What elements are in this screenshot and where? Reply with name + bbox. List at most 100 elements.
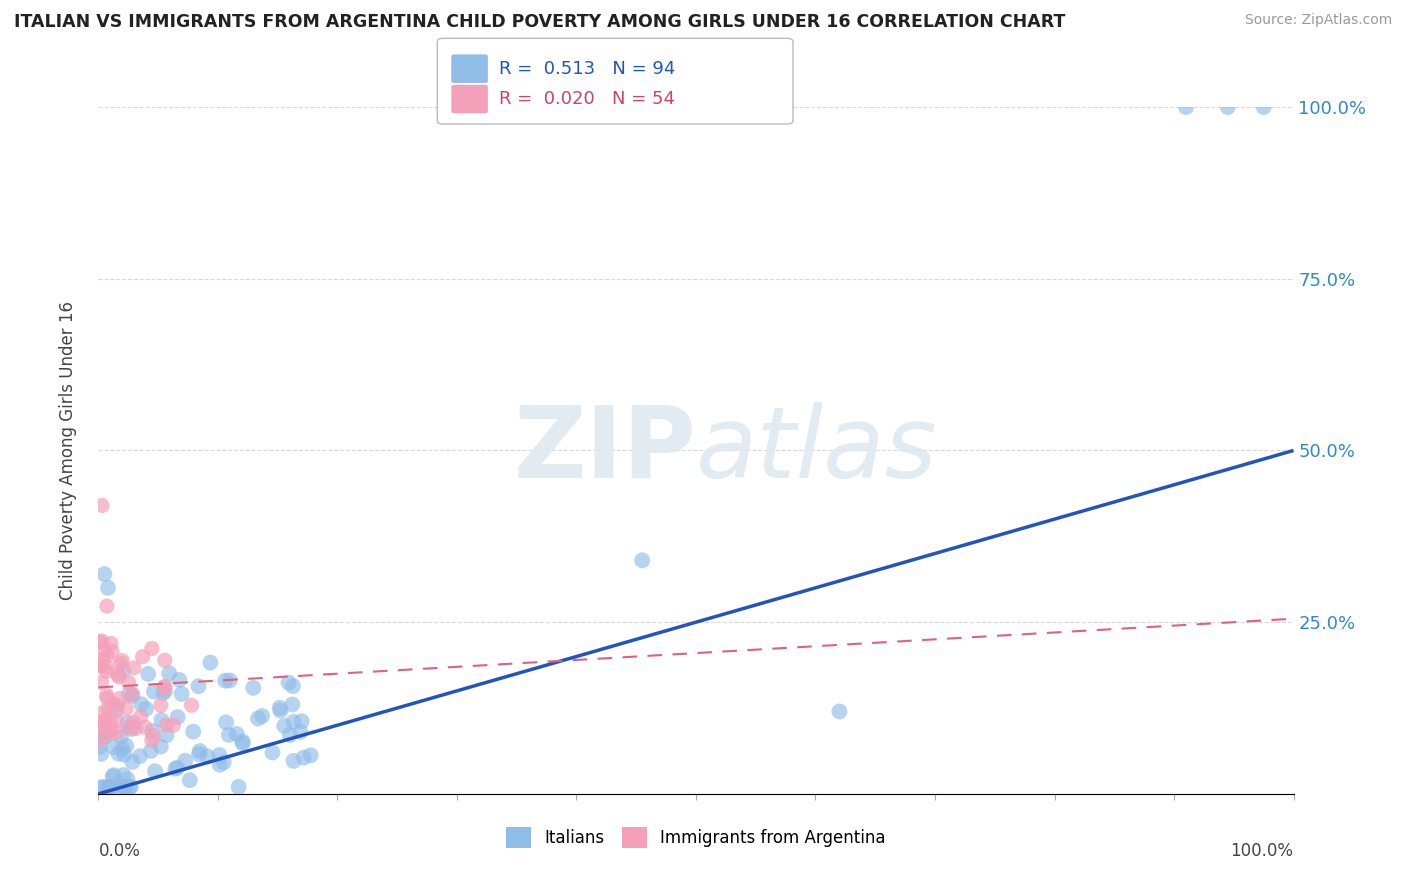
Point bbox=[247, 712, 270, 726]
Point bbox=[112, 780, 135, 794]
Point bbox=[262, 745, 284, 759]
Point bbox=[170, 687, 193, 701]
Point bbox=[153, 683, 176, 698]
Text: 0.0%: 0.0% bbox=[98, 842, 141, 860]
Point bbox=[153, 679, 176, 693]
Point bbox=[120, 722, 142, 736]
Point bbox=[281, 679, 304, 693]
Point bbox=[90, 675, 112, 690]
Point bbox=[152, 686, 174, 700]
Point bbox=[101, 697, 124, 711]
Point bbox=[153, 653, 176, 667]
Point bbox=[107, 670, 129, 684]
Point bbox=[142, 684, 165, 698]
Point bbox=[828, 705, 851, 719]
Point bbox=[90, 747, 112, 761]
Point bbox=[98, 727, 121, 741]
Point bbox=[100, 780, 122, 794]
Text: R =  0.020   N = 54: R = 0.020 N = 54 bbox=[499, 90, 675, 108]
Point bbox=[187, 679, 209, 693]
Point bbox=[228, 780, 250, 794]
Point bbox=[93, 716, 115, 731]
Point bbox=[166, 710, 188, 724]
Point bbox=[90, 780, 112, 794]
Point bbox=[110, 730, 132, 744]
Point bbox=[93, 643, 115, 657]
Point bbox=[112, 747, 135, 762]
Point bbox=[180, 698, 202, 713]
Point bbox=[96, 599, 118, 614]
Point bbox=[107, 698, 129, 713]
Point bbox=[631, 553, 654, 567]
Y-axis label: Child Poverty Among Girls Under 16: Child Poverty Among Girls Under 16 bbox=[59, 301, 77, 600]
Point bbox=[291, 714, 314, 729]
Point bbox=[165, 762, 187, 776]
Point bbox=[96, 648, 118, 663]
Point bbox=[121, 689, 143, 703]
Point bbox=[242, 681, 264, 695]
Point bbox=[283, 754, 305, 768]
Point bbox=[114, 780, 136, 794]
Point bbox=[104, 780, 127, 794]
Point bbox=[141, 733, 163, 747]
Point bbox=[96, 660, 118, 674]
Point bbox=[212, 756, 235, 770]
Point bbox=[155, 728, 177, 742]
Point bbox=[96, 688, 118, 702]
Point bbox=[124, 722, 146, 736]
Point bbox=[100, 636, 122, 650]
Point bbox=[273, 719, 295, 733]
Point bbox=[89, 732, 111, 747]
Point bbox=[208, 747, 231, 762]
Point bbox=[136, 667, 159, 681]
Point bbox=[112, 663, 135, 677]
Point bbox=[112, 780, 135, 794]
Point bbox=[129, 749, 152, 764]
Point bbox=[118, 687, 141, 701]
Point bbox=[112, 768, 135, 782]
Point bbox=[90, 634, 112, 648]
Point bbox=[195, 749, 218, 764]
Point bbox=[93, 730, 115, 744]
Point bbox=[232, 736, 254, 750]
Point bbox=[103, 740, 125, 755]
Point bbox=[93, 780, 115, 794]
Point bbox=[96, 691, 118, 706]
Point bbox=[150, 713, 173, 727]
Point bbox=[89, 739, 111, 754]
Point bbox=[181, 724, 204, 739]
Point bbox=[141, 641, 163, 656]
Point bbox=[208, 757, 231, 772]
Point bbox=[101, 770, 124, 784]
Point bbox=[115, 739, 138, 753]
Point bbox=[277, 675, 299, 690]
Point bbox=[118, 780, 141, 794]
Point bbox=[111, 654, 134, 668]
Text: ITALIAN VS IMMIGRANTS FROM ARGENTINA CHILD POVERTY AMONG GIRLS UNDER 16 CORRELAT: ITALIAN VS IMMIGRANTS FROM ARGENTINA CHI… bbox=[14, 13, 1066, 31]
Point bbox=[162, 718, 184, 732]
Point bbox=[281, 698, 304, 712]
Point bbox=[97, 702, 120, 716]
Point bbox=[91, 499, 114, 513]
Point bbox=[200, 656, 222, 670]
Point bbox=[270, 704, 292, 718]
Point bbox=[218, 728, 240, 742]
Point bbox=[155, 718, 177, 732]
Point bbox=[89, 657, 111, 672]
Point bbox=[157, 666, 180, 681]
Text: ZIP: ZIP bbox=[513, 402, 696, 499]
Point bbox=[218, 673, 240, 688]
Point bbox=[131, 649, 153, 664]
Point bbox=[91, 706, 114, 720]
Point bbox=[278, 728, 301, 742]
Point bbox=[107, 725, 129, 739]
Point bbox=[101, 644, 124, 658]
Point bbox=[269, 701, 291, 715]
Point bbox=[117, 675, 139, 690]
Point bbox=[94, 725, 117, 739]
Point bbox=[110, 657, 132, 671]
Point bbox=[143, 764, 166, 779]
Point bbox=[98, 780, 121, 794]
Point bbox=[117, 715, 139, 730]
Point bbox=[232, 734, 254, 748]
